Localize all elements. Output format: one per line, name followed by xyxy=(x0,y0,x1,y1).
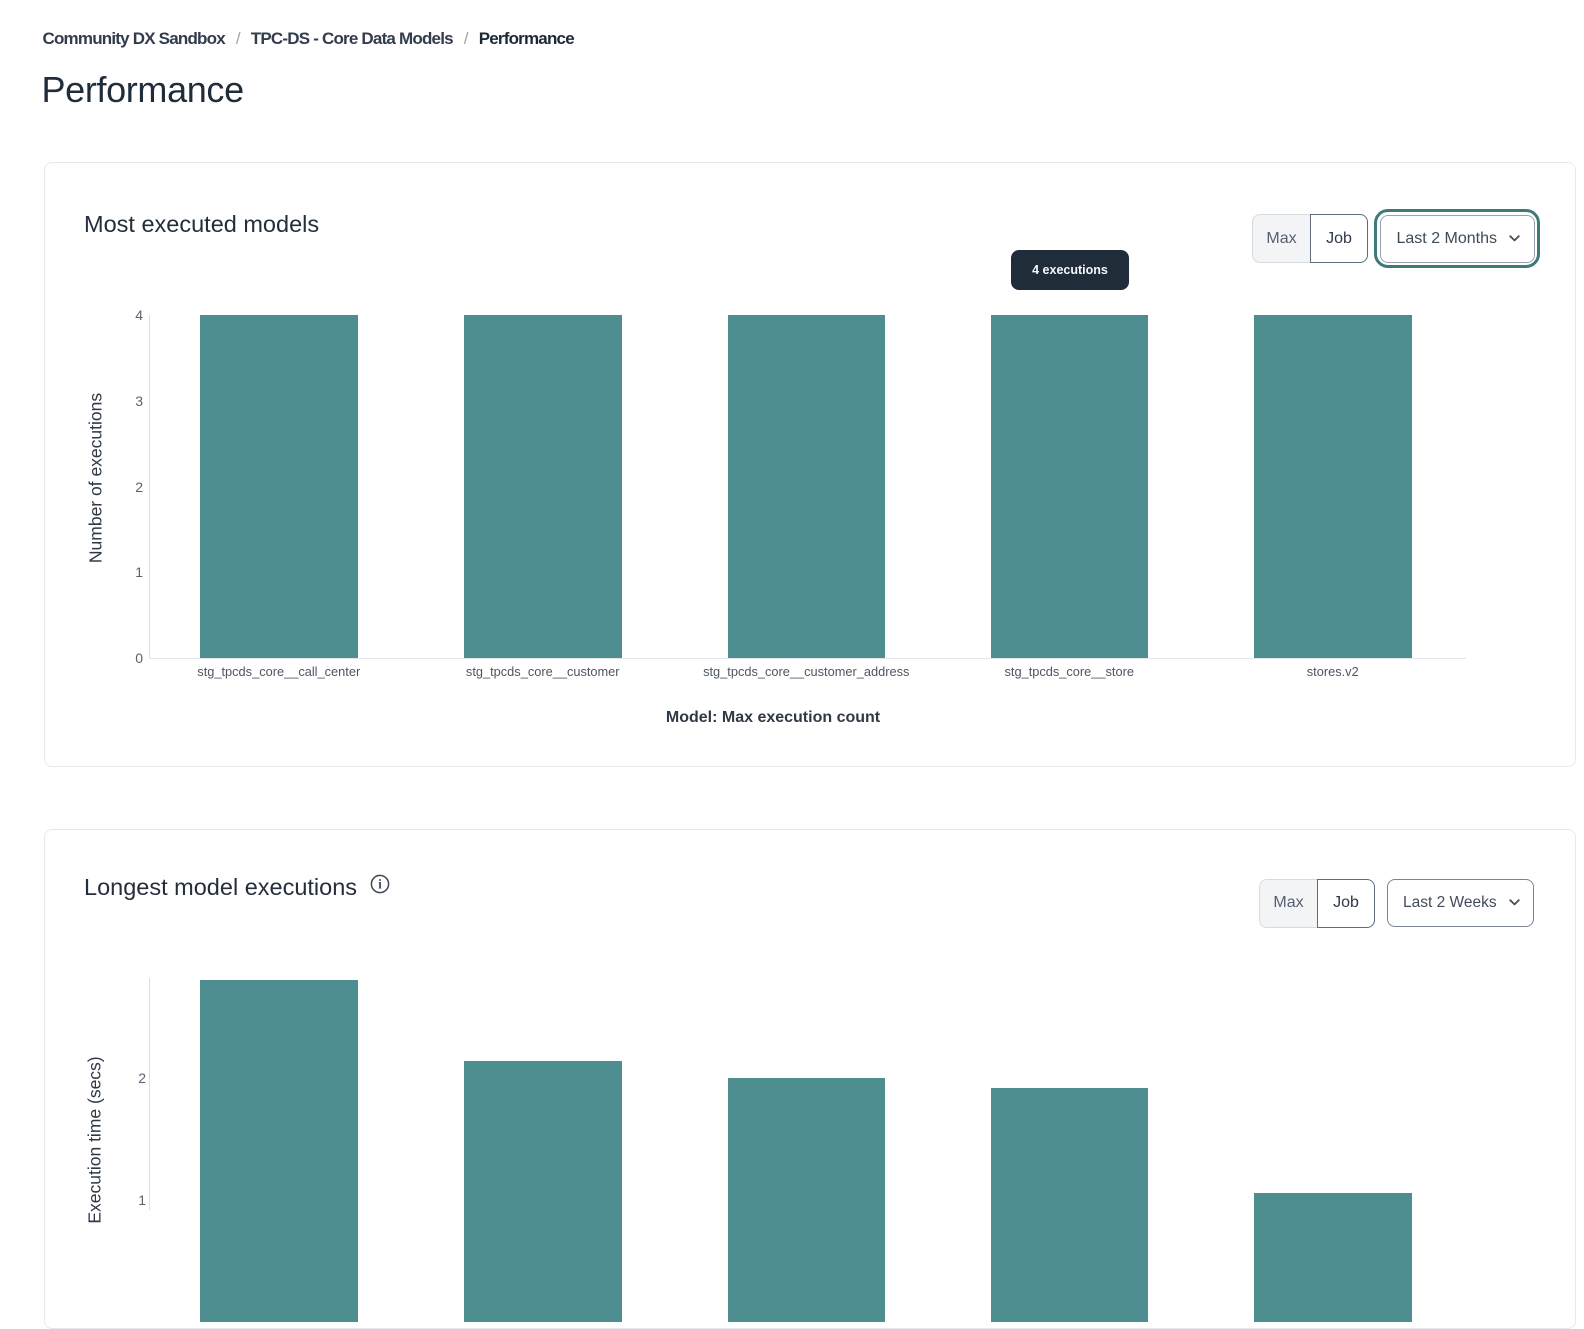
svg-text:i: i xyxy=(378,877,382,892)
